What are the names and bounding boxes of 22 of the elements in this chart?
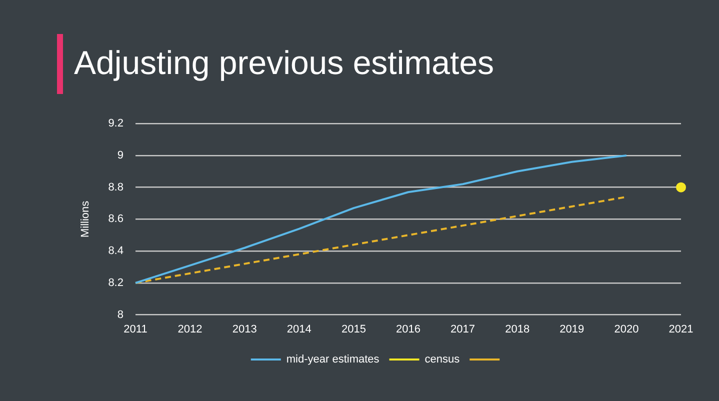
chart-title: Adjusting previous estimates bbox=[74, 44, 494, 82]
x-tick-label: 2017 bbox=[450, 323, 476, 336]
x-tick-label: 2013 bbox=[232, 323, 257, 336]
x-tick-label: 2018 bbox=[505, 323, 530, 336]
x-tick-label: 2012 bbox=[178, 323, 202, 336]
y-tick-label: 8.8 bbox=[108, 181, 124, 194]
x-tick-label: 2015 bbox=[341, 323, 366, 336]
x-tick-label: 2014 bbox=[286, 323, 312, 336]
x-tick-label: 2019 bbox=[560, 323, 584, 336]
y-tick-label: 8 bbox=[117, 308, 124, 321]
y-tick-label: 9.2 bbox=[108, 118, 124, 130]
legend-label: census bbox=[424, 354, 460, 366]
y-axis-title: Millions bbox=[80, 200, 92, 238]
x-tick-label: 2020 bbox=[614, 323, 639, 336]
y-tick-label: 9 bbox=[117, 150, 124, 162]
legend-label: mid-year estimates bbox=[286, 354, 380, 366]
y-tick-label: 8.6 bbox=[108, 213, 124, 226]
x-tick-label: 2016 bbox=[396, 323, 420, 336]
y-tick-label: 8.4 bbox=[108, 245, 124, 258]
x-tick-label: 2021 bbox=[668, 323, 694, 336]
y-tick-label: 8.2 bbox=[108, 276, 124, 289]
x-tick-label: 2011 bbox=[124, 323, 148, 336]
